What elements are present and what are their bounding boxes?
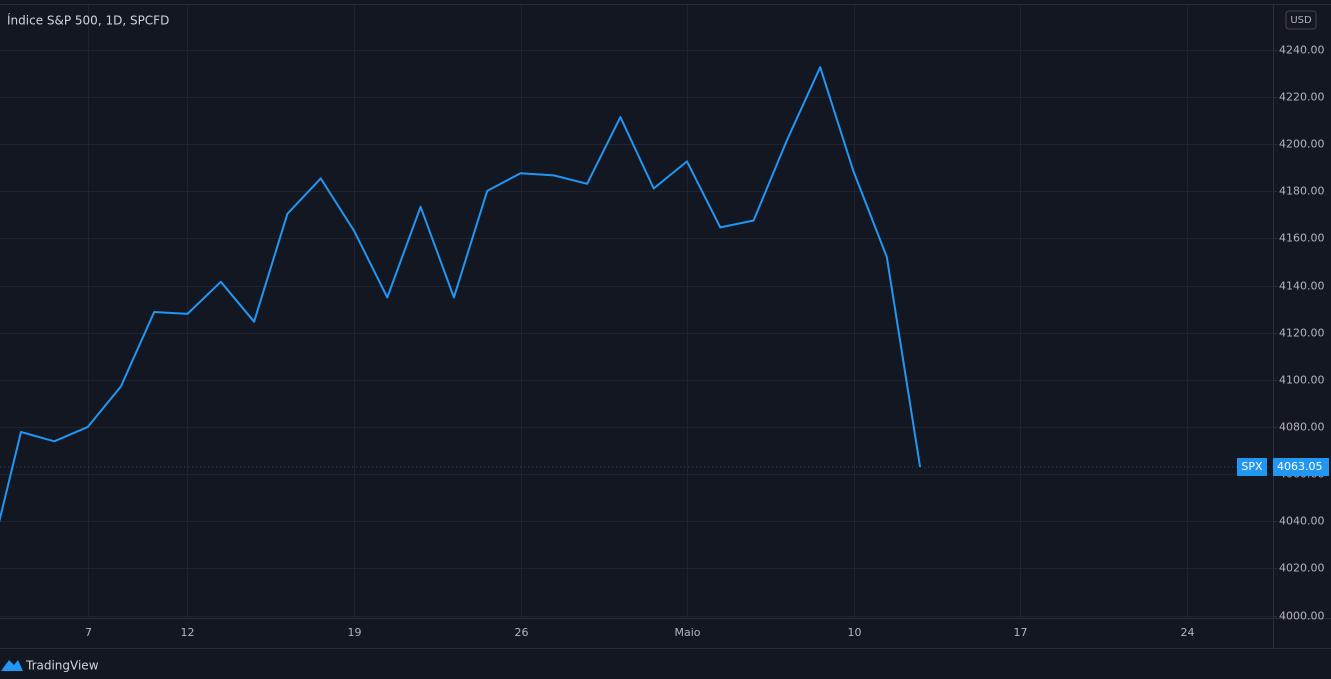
logo-icon[interactable] (1, 660, 23, 671)
y-tick-label: 4120.00 (1279, 327, 1325, 340)
currency-box[interactable] (1285, 10, 1317, 30)
x-tick-label: 17 (1014, 626, 1028, 639)
y-tick-label: 4000.00 (1279, 610, 1325, 623)
y-tick-label: 4160.00 (1279, 232, 1325, 245)
logo[interactable]: TradingView (1, 659, 99, 673)
y-tick-label: 4200.00 (1279, 138, 1325, 151)
price-tag (1273, 457, 1329, 476)
grid (0, 5, 1273, 618)
y-tick-label: 4080.00 (1279, 421, 1325, 434)
series-tag (1237, 457, 1267, 476)
plot-area (0, 66, 922, 523)
price-line (0, 66, 922, 523)
price-tag-label: 4063.05 (1277, 460, 1323, 473)
axes: 4000.004020.004040.004060.004080.004100.… (0, 44, 1329, 639)
y-tick-label: 4100.00 (1279, 374, 1325, 387)
brand[interactable]: TradingView (25, 659, 99, 673)
y-tick-label: 4020.00 (1279, 562, 1325, 575)
y-tick-label: 4220.00 (1279, 91, 1325, 104)
x-tick-label: 12 (181, 626, 195, 639)
y-tick-label: 4240.00 (1279, 44, 1325, 57)
x-tick-label: Maio (674, 626, 700, 639)
x-tick-label: 10 (848, 626, 862, 639)
x-tick-label: 19 (348, 626, 362, 639)
y-tick-label: 4140.00 (1279, 280, 1325, 293)
y-tick-label: 4180.00 (1279, 185, 1325, 198)
x-tick-label: 24 (1181, 626, 1195, 639)
y-tick-label: 4040.00 (1279, 515, 1325, 528)
currency[interactable]: USD (1290, 15, 1312, 26)
chart-title: Índice S&P 500, 1D, SPCFD (7, 13, 169, 28)
x-tick-label: 26 (515, 626, 529, 639)
x-tick-label: 7 (85, 626, 92, 639)
series-name: SPX (1241, 460, 1263, 473)
